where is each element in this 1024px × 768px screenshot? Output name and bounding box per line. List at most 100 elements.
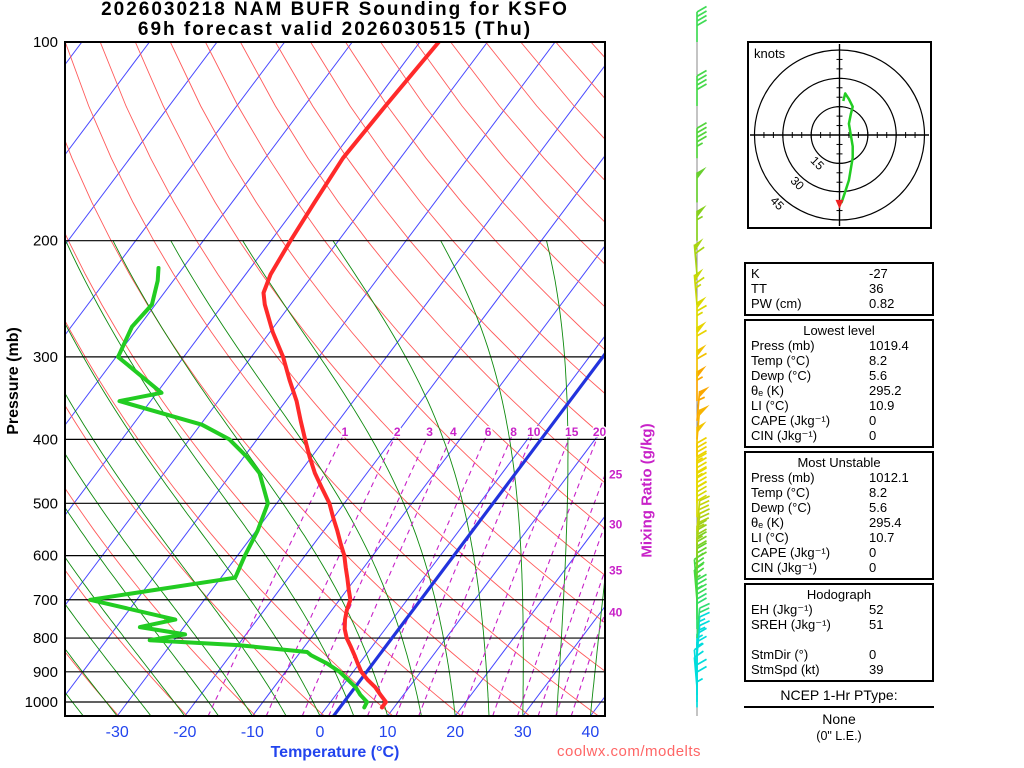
stat-row [751,632,927,647]
mixing-ratio-axis-title: Mixing Ratio (g/kg) [638,423,656,558]
stat-label: LI (°C) [751,398,789,413]
wind-barb-column [693,5,710,716]
stats-boxes: K -27 TT 36 PW (cm) 0.82 Lowest level Press (mb… [744,262,934,682]
hodograph-ring [753,49,926,221]
stat-value: 0 [869,560,877,575]
stat-value: 52 [869,602,884,617]
temperature-tick-label: 0 [316,724,325,741]
stat-row: TT 36 [751,281,927,296]
stat-value: 8.2 [869,485,888,500]
dry-adiabat-line [240,42,605,484]
stat-value: 0.82 [869,296,895,311]
wind-barb [696,665,707,703]
mixing-ratio-value-label: 15 [565,425,579,439]
plot-frame [64,41,606,717]
mixing-ratio-value-label: 35 [609,563,623,577]
pressure-tick-label: 100 [33,34,58,51]
stat-value: 0 [869,647,877,662]
stat-value: 1012.1 [869,470,909,485]
dry-adiabat-line [450,42,605,223]
dry-adiabat-line [65,651,120,716]
chart-title-line1: 2026030218 NAM BUFR Sounding for KSFO [101,0,569,20]
temperature-tick-label: -20 [173,724,196,741]
stat-value: 10.9 [869,398,895,413]
dry-adiabat-line [65,42,599,716]
stats-box: Most Unstable Press (mb) 1012.1 Temp (°C) 8.… [744,451,934,580]
ptype-header: NCEP 1-Hr PType: [744,688,934,708]
stats-panel: K -27 TT 36 PW (cm) 0.82 Lowest level Press (mb… [744,262,934,744]
pressure-tick-label: 500 [33,495,58,512]
stats-box: K -27 TT 36 PW (cm) 0.82 [744,262,934,316]
stat-label: θₑ (K) [751,515,785,530]
isotherm-line [387,425,605,716]
stat-value: 10.7 [869,530,895,545]
stat-label: Press (mb) [751,338,815,353]
pressure-tick-label: 700 [33,592,58,609]
moist-adiabat-line [65,322,321,716]
dry-adiabat-line [169,42,605,576]
stats-box-header: Most Unstable [797,455,881,470]
temperature-tick-label: 20 [446,724,464,741]
stat-label: CIN (Jkg⁻¹) [751,560,818,575]
moist-adiabat-line [65,648,118,716]
mixing-ratio-line [265,431,398,716]
stat-value: -27 [869,266,888,281]
moist-adiabat-line [332,240,490,716]
wind-barb [696,205,707,241]
stat-label: StmSpd (kt) [751,662,820,677]
stat-row: Temp (°C) 8.2 [751,485,927,500]
stat-label: Temp (°C) [751,353,810,368]
stat-value: 5.6 [869,368,888,383]
isotherm-line [184,154,605,716]
mixing-ratio-value-label: 25 [609,467,623,481]
moist-adiabat-line [242,240,456,716]
wind-barb [696,495,710,531]
dewpoint-profile-line [88,266,369,710]
wind-barb [696,602,710,639]
stat-value: 39 [869,662,884,677]
hodograph-ring [810,106,869,164]
stat-label: EH (Jkg⁻¹) [751,602,813,617]
stat-label: PW (cm) [751,296,802,311]
wind-barb [696,69,707,106]
wind-barb [696,296,707,332]
stat-label: SREH (Jkg⁻¹) [751,617,831,632]
dry-adiabat-line [65,319,394,716]
mixing-ratio-line [492,431,601,716]
stat-label: K [751,266,760,281]
temperature-tick-label: 10 [379,724,397,741]
moist-adiabat-line [170,240,422,716]
stat-row: Temp (°C) 8.2 [751,353,927,368]
skewt-background-lines [65,42,605,716]
mixing-ratio-line [301,431,431,716]
wind-barb [696,5,707,42]
mixing-ratio-line [328,431,454,716]
pressure-tick-label: 400 [33,431,58,448]
dry-adiabat-line [65,232,462,716]
stat-row: SREH (Jkg⁻¹) 51 [751,617,927,632]
stat-value: 295.2 [869,383,902,398]
stat-value: 0 [869,545,877,560]
stat-label: Dewp (°C) [751,500,812,515]
stat-row: CIN (Jkg⁻¹) 0 [751,560,927,575]
temperature-axis-title: Temperature (°C) [270,744,400,761]
isotherm-line [65,42,286,336]
hodograph-trace [840,92,854,204]
mixing-ratio-value-label: 6 [485,425,492,439]
mixing-ratio-value-label: 4 [450,425,457,439]
watermark-link[interactable]: coolwx.com/modelts [557,743,702,760]
stat-row: Dewp (°C) 5.6 [751,500,927,515]
temperature-tick-label: 40 [582,724,600,741]
stat-row: θₑ (K) 295.2 [751,383,927,398]
moist-adiabat-line [65,506,219,716]
stat-row: EH (Jkg⁻¹) 52 [751,602,927,617]
stats-box-header: Hodograph [806,587,872,602]
wind-barb [693,268,705,305]
freezing-reference-line [332,351,605,716]
moist-adiabat-line [112,240,389,716]
hodograph-ring [782,77,897,193]
isotherm-line [116,64,605,716]
hodograph-units-label: knots [754,46,786,61]
